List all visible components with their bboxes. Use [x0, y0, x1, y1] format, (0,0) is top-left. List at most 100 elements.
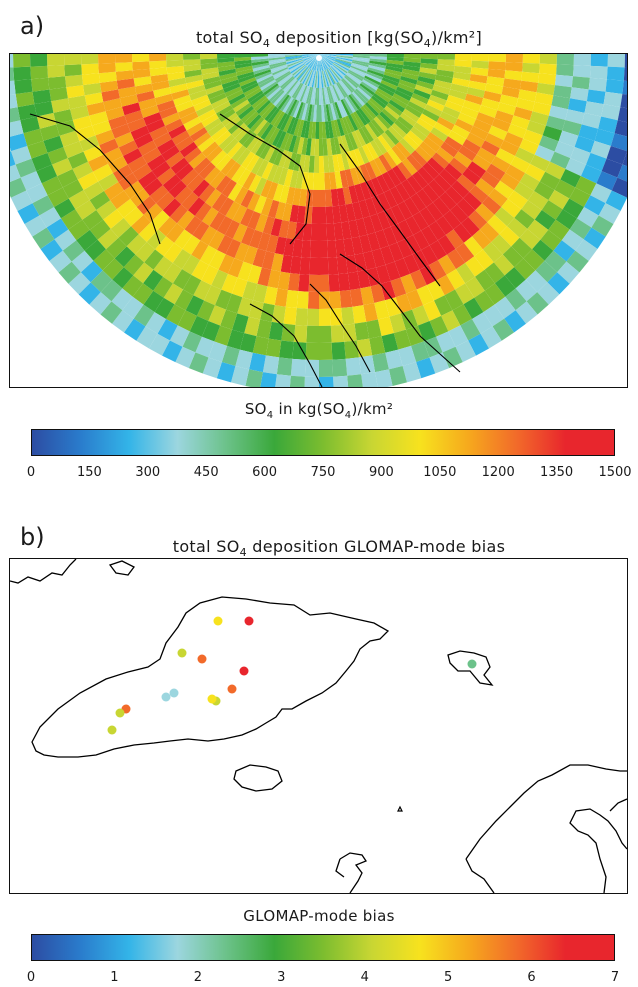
grid-cell	[380, 80, 398, 90]
grid-cell	[302, 54, 319, 58]
grid-cell	[115, 62, 133, 72]
grid-cell	[325, 69, 334, 86]
colorbar-b	[31, 934, 615, 961]
grid-cell	[260, 372, 277, 387]
grid-cell	[319, 189, 326, 207]
grid-cell	[340, 135, 350, 153]
grid-cell	[98, 173, 119, 192]
grid-cell	[384, 297, 401, 317]
grid-cell	[123, 318, 146, 341]
grid-cell	[328, 67, 340, 82]
grid-cell	[303, 86, 311, 104]
grid-cell	[476, 147, 496, 164]
grid-cell	[359, 83, 375, 96]
grid-cell	[545, 161, 566, 180]
grid-cell	[436, 215, 454, 236]
grid-cell	[48, 76, 67, 90]
grid-cell	[304, 103, 311, 121]
grid-cell	[268, 59, 286, 66]
grid-cell	[239, 333, 257, 353]
grid-cell	[468, 210, 488, 230]
grid-cell	[370, 119, 385, 135]
grid-cell	[151, 161, 171, 179]
grid-cell	[499, 140, 520, 157]
grid-cell	[557, 261, 580, 284]
grid-cell	[457, 112, 477, 126]
grid-cell	[235, 349, 253, 370]
grid-cell	[282, 203, 293, 222]
grid-cell	[272, 68, 289, 78]
grid-cell	[504, 267, 526, 289]
grid-cell	[247, 264, 262, 284]
grid-cell	[282, 78, 297, 92]
grid-cell	[98, 71, 117, 83]
grid-cell	[507, 190, 528, 210]
grid-cell	[288, 152, 297, 171]
grid-cell	[389, 313, 406, 334]
grid-cell	[523, 129, 543, 146]
grid-cell	[503, 78, 522, 90]
grid-cell	[99, 138, 119, 155]
grid-cell	[284, 79, 298, 94]
grid-cell	[99, 80, 119, 93]
grid-cell	[350, 64, 368, 72]
grid-cell	[225, 161, 241, 180]
grid-cell	[367, 121, 382, 138]
grid-cell	[565, 158, 587, 177]
grid-cell	[133, 304, 155, 327]
grid-cell	[277, 73, 293, 86]
grid-cell	[32, 195, 54, 216]
grid-cell	[480, 326, 502, 349]
grid-cell	[444, 100, 463, 113]
grid-cell	[326, 223, 336, 241]
grid-cell	[406, 175, 423, 194]
grid-cell	[161, 112, 181, 126]
grid-cell	[505, 62, 523, 72]
grid-cell	[622, 80, 627, 95]
grid-cell	[366, 71, 383, 81]
station-marker	[227, 684, 237, 694]
grid-cell	[453, 65, 472, 74]
grid-cell	[274, 71, 291, 82]
grid-cell	[114, 246, 136, 268]
grid-cell	[493, 254, 515, 276]
grid-cell	[607, 54, 625, 68]
grid-cell	[191, 240, 209, 261]
grid-cell	[369, 56, 387, 60]
grid-cell	[283, 238, 295, 257]
grid-cell	[313, 70, 317, 88]
grid-cell	[316, 70, 319, 88]
grid-cell	[281, 76, 295, 91]
grid-cell	[10, 67, 15, 82]
grid-cell	[253, 195, 267, 214]
grid-cell	[352, 56, 370, 61]
grid-cell	[584, 101, 604, 117]
grid-cell	[264, 106, 278, 122]
grid-cell	[116, 198, 137, 218]
grid-cell	[276, 357, 293, 376]
grid-cell	[565, 109, 585, 125]
grid-cell	[266, 181, 279, 200]
grid-cell	[385, 349, 403, 370]
coastline-scotland	[335, 852, 367, 893]
grid-cell	[394, 89, 412, 102]
grid-cell	[420, 62, 438, 70]
grid-cell	[292, 64, 306, 76]
grid-cell	[296, 291, 309, 309]
grid-cell	[499, 226, 520, 247]
grid-cell	[174, 229, 193, 249]
grid-cell	[68, 190, 90, 210]
grid-cell	[397, 238, 413, 259]
grid-cell	[586, 152, 607, 172]
grid-cell	[285, 54, 303, 57]
grid-cell	[453, 223, 472, 243]
grid-cell	[36, 164, 58, 184]
grid-cell	[237, 261, 253, 281]
grid-cell	[251, 58, 269, 63]
grid-cell	[234, 59, 252, 66]
grid-cell	[458, 145, 477, 162]
grid-cell	[292, 101, 302, 118]
grid-cell	[336, 82, 347, 99]
grid-cell	[62, 240, 85, 262]
grid-cell	[209, 250, 226, 270]
